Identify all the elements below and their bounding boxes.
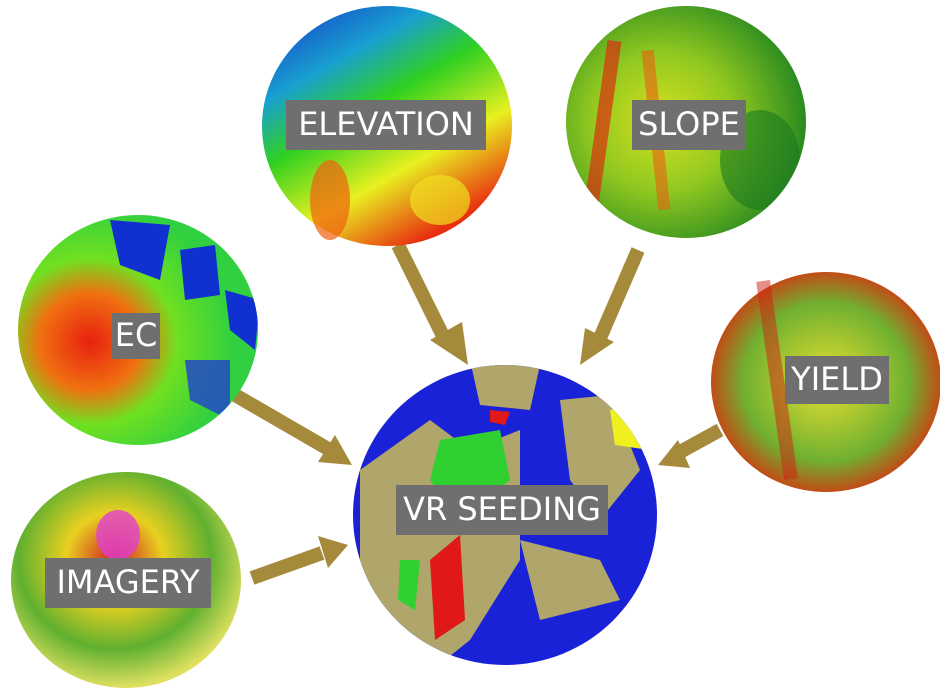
labels: ELEVATION SLOPE EC YIELD IMAGERY VR SEED… bbox=[45, 100, 889, 608]
label-box bbox=[396, 485, 608, 535]
label-box bbox=[112, 313, 160, 359]
label-box bbox=[286, 100, 486, 150]
node-label: IMAGERY bbox=[56, 563, 200, 601]
node-label: SLOPE bbox=[638, 105, 740, 143]
node-label: ELEVATION bbox=[298, 105, 474, 143]
label-box bbox=[785, 356, 889, 404]
label-box bbox=[632, 100, 746, 150]
label-box bbox=[45, 558, 211, 608]
arrows bbox=[231, 241, 724, 585]
node-label: EC bbox=[115, 316, 158, 354]
node-label: YIELD bbox=[790, 360, 883, 398]
node-label: VR SEEDING bbox=[403, 490, 601, 528]
